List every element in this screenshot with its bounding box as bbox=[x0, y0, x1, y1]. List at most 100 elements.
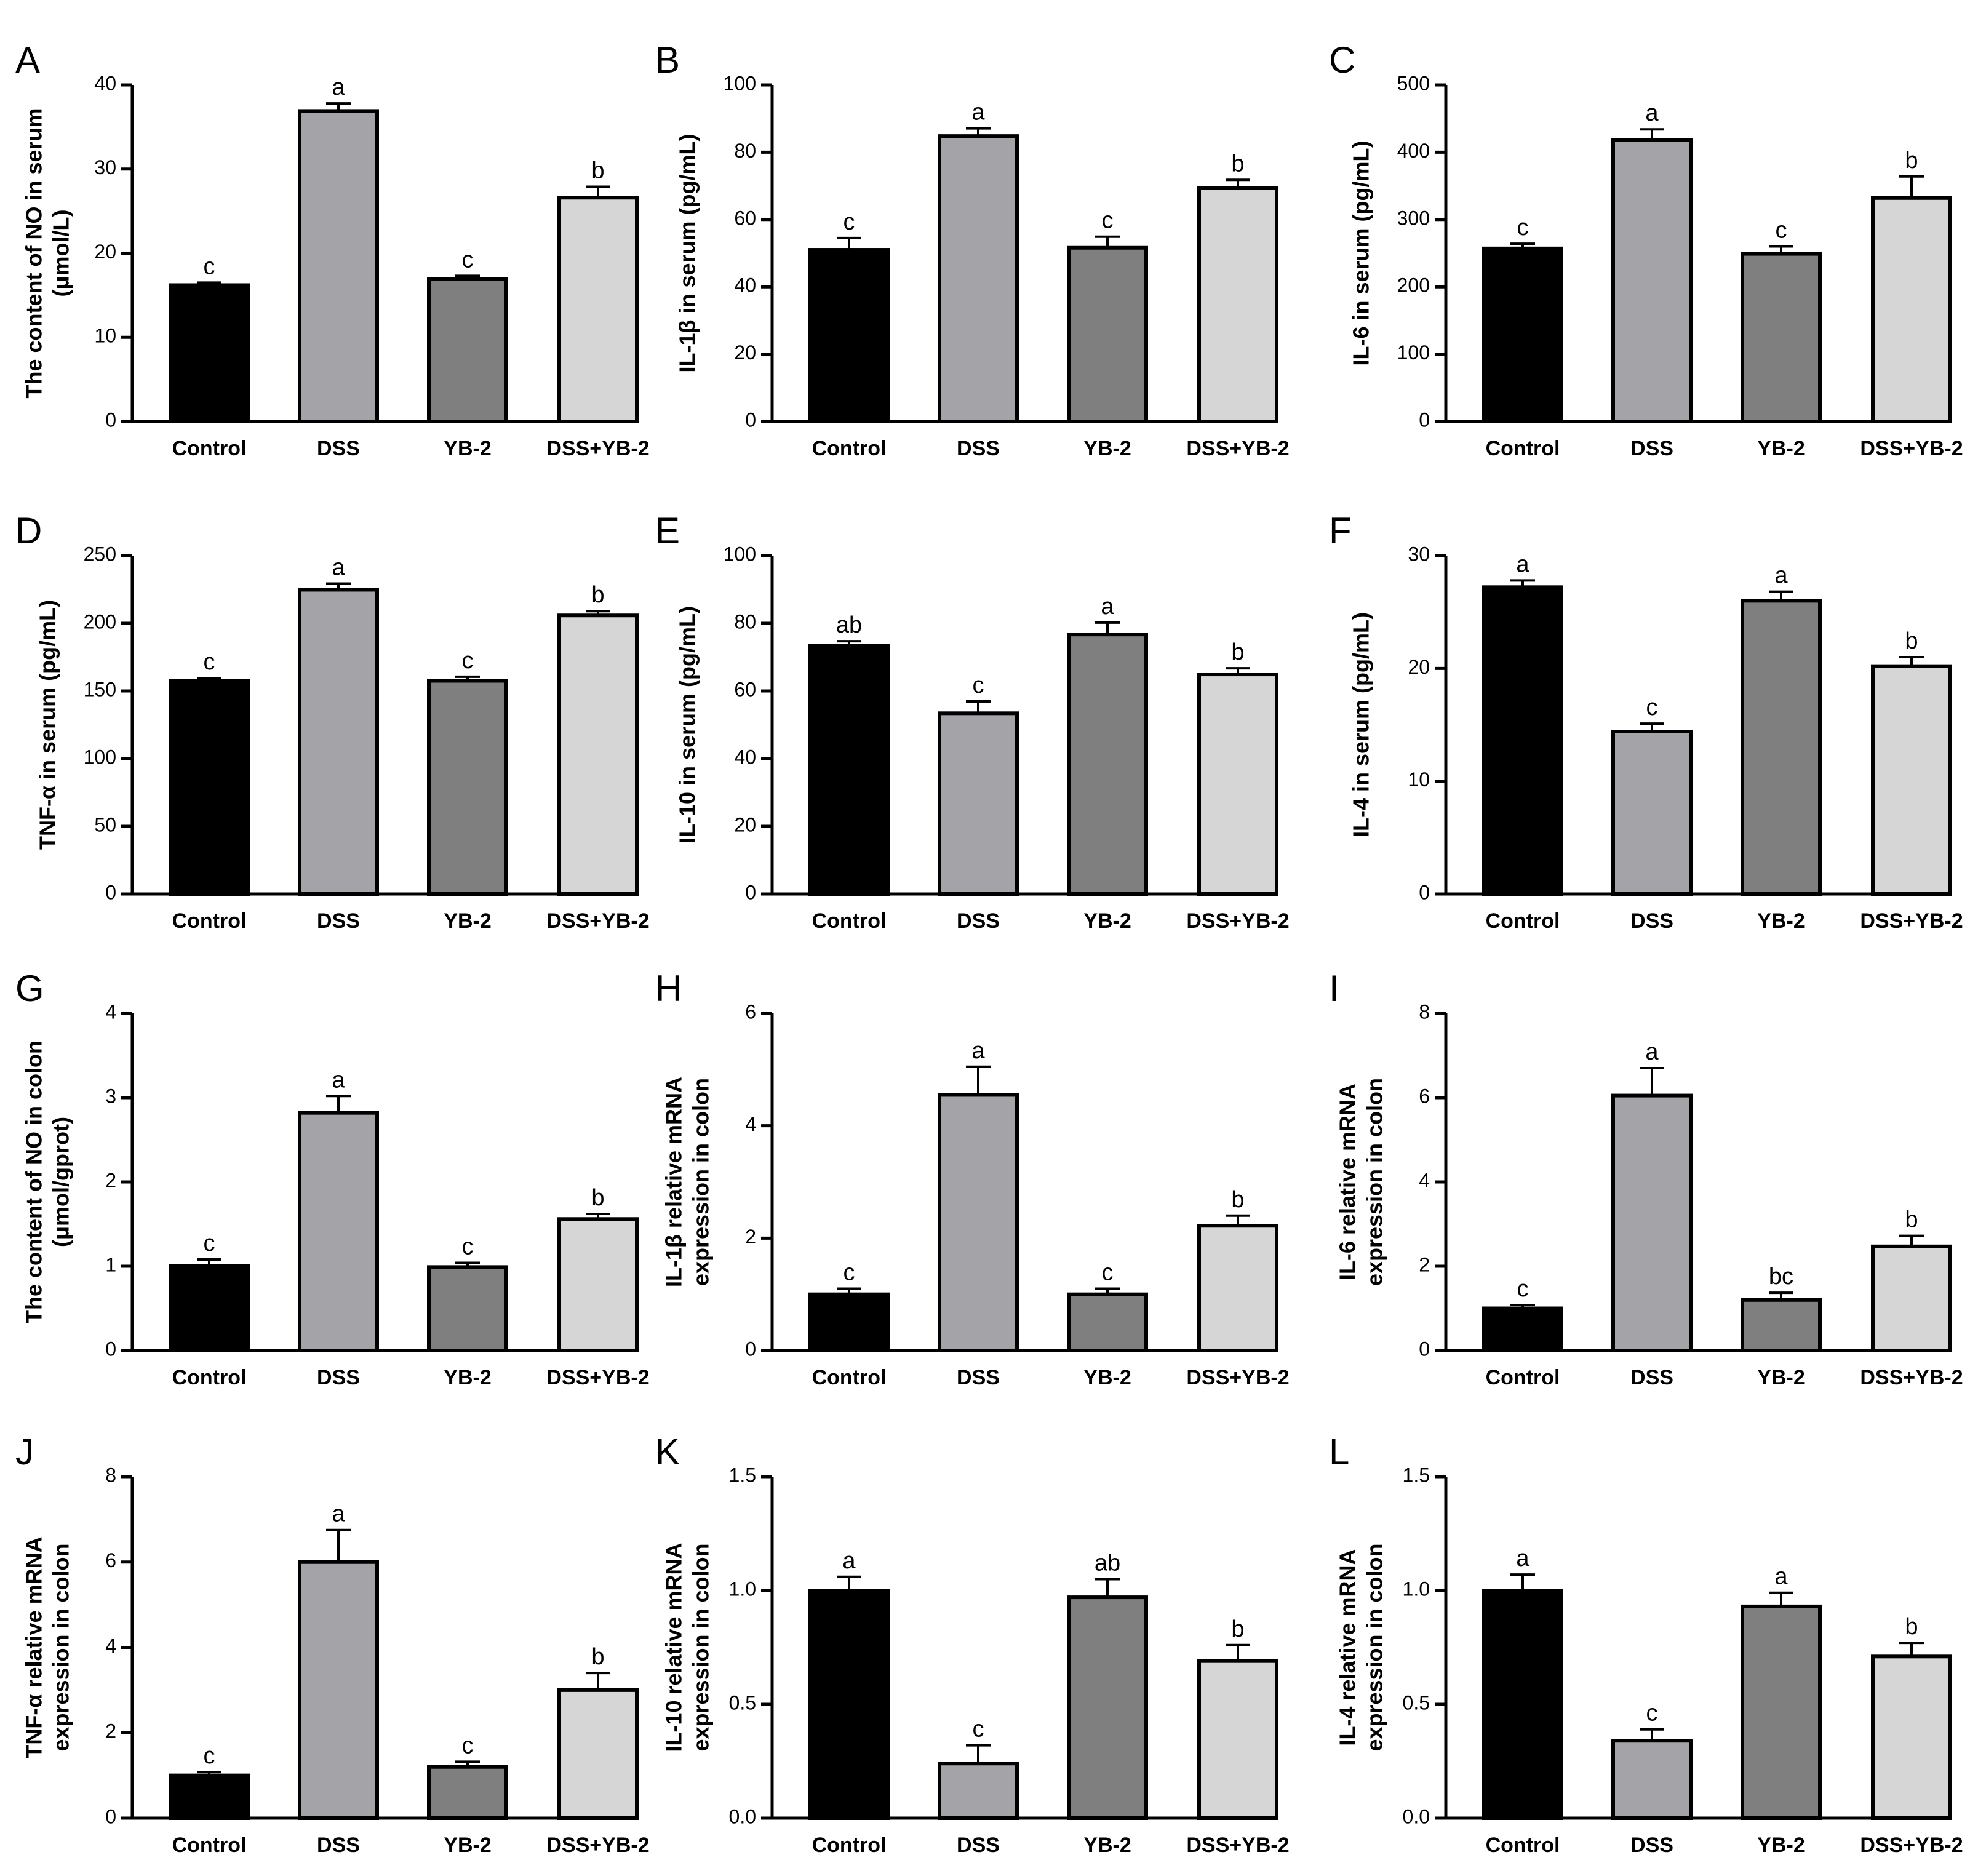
panel-k: K IL-10 relative mRNA expression in colon 0… bbox=[655, 1431, 1290, 1857]
bar-control bbox=[1482, 246, 1563, 423]
y-axis-label: (μmol/gprot) bbox=[49, 1117, 74, 1247]
x-tick-label: YB-2 bbox=[1083, 1834, 1131, 1857]
x-tick-label: DSS bbox=[317, 1834, 360, 1857]
panel-letter: K bbox=[655, 1431, 680, 1472]
significance-label: c bbox=[1776, 218, 1787, 244]
x-tick-label: Control bbox=[812, 1834, 887, 1857]
y-tick-label: 1 bbox=[105, 1253, 116, 1275]
panel-letter: E bbox=[655, 510, 680, 551]
bar-yb-2 bbox=[1741, 252, 1822, 423]
significance-label: c bbox=[204, 253, 215, 279]
y-tick-label: 80 bbox=[734, 140, 756, 162]
y-axis-label: IL-10 in serum (pg/mL) bbox=[675, 606, 700, 844]
x-tick-label: DSS+YB-2 bbox=[1860, 909, 1963, 933]
y-tick-label: 0 bbox=[105, 409, 116, 431]
x-tick-label: YB-2 bbox=[1757, 1834, 1805, 1857]
x-tick-label: DSS bbox=[957, 437, 1000, 460]
y-axis-label: expression in colon bbox=[688, 1543, 714, 1751]
y-tick-label: 20 bbox=[734, 813, 756, 836]
significance-label: a bbox=[971, 100, 985, 126]
x-tick-label: DSS+YB-2 bbox=[1186, 909, 1289, 933]
panel-letter: A bbox=[15, 39, 40, 81]
x-tick-label: DSS bbox=[957, 909, 1000, 933]
y-tick-label: 4 bbox=[1419, 1169, 1430, 1191]
significance-label: c bbox=[843, 209, 855, 235]
y-tick-label: 2 bbox=[745, 1226, 756, 1248]
y-axis-label: The content of NO in serum bbox=[22, 108, 47, 398]
bar-control bbox=[169, 679, 250, 896]
x-tick-label: DSS+YB-2 bbox=[1186, 1834, 1289, 1857]
x-tick-label: YB-2 bbox=[1757, 437, 1805, 460]
significance-label: a bbox=[842, 1548, 856, 1574]
significance-label: c bbox=[462, 648, 474, 674]
x-tick-label: YB-2 bbox=[444, 1366, 491, 1389]
y-tick-label: 2 bbox=[105, 1169, 116, 1191]
bar-yb-2 bbox=[1067, 1595, 1148, 1821]
significance-label: c bbox=[1517, 1276, 1529, 1302]
significance-label: c bbox=[973, 673, 984, 698]
bar-dss bbox=[298, 109, 379, 424]
bar-dss-yb-2 bbox=[1871, 196, 1952, 423]
y-tick-label: 0.5 bbox=[1403, 1691, 1430, 1714]
significance-label: b bbox=[591, 1185, 604, 1211]
y-tick-label: 20 bbox=[734, 341, 756, 364]
y-tick-label: 300 bbox=[1397, 207, 1430, 229]
significance-label: c bbox=[462, 1733, 474, 1758]
y-axis-label: expression in colon bbox=[1362, 1543, 1387, 1751]
significance-label: a bbox=[332, 555, 345, 581]
significance-label: a bbox=[332, 1501, 345, 1527]
bar-control bbox=[808, 1589, 890, 1820]
y-tick-label: 100 bbox=[84, 746, 116, 768]
x-tick-label: Control bbox=[1486, 1366, 1560, 1389]
significance-label: a bbox=[332, 1067, 345, 1093]
y-axis-label: IL-1β relative mRNA bbox=[661, 1077, 687, 1287]
y-tick-label: 0 bbox=[1419, 881, 1430, 903]
y-tick-label: 6 bbox=[745, 1000, 756, 1023]
x-tick-label: Control bbox=[172, 909, 247, 933]
x-tick-label: Control bbox=[812, 437, 887, 460]
x-tick-label: DSS+YB-2 bbox=[1860, 1834, 1963, 1857]
significance-label: b bbox=[1231, 1187, 1244, 1213]
y-tick-label: 8 bbox=[1419, 1000, 1430, 1023]
bar-dss bbox=[1611, 1093, 1693, 1352]
x-tick-label: DSS+YB-2 bbox=[1186, 437, 1289, 460]
y-tick-label: 3 bbox=[105, 1085, 116, 1107]
y-tick-label: 20 bbox=[94, 241, 116, 263]
bar-dss-yb-2 bbox=[557, 613, 639, 896]
y-tick-label: 6 bbox=[105, 1549, 116, 1571]
bar-dss bbox=[1611, 138, 1693, 423]
y-tick-label: 10 bbox=[94, 325, 116, 347]
y-axis-label: IL-10 relative mRNA bbox=[661, 1543, 687, 1752]
y-axis-label: IL-1β in serum (pg/mL) bbox=[675, 134, 700, 373]
y-tick-label: 200 bbox=[84, 610, 116, 633]
y-tick-label: 6 bbox=[1419, 1085, 1430, 1107]
x-tick-label: Control bbox=[172, 1834, 247, 1857]
y-tick-label: 60 bbox=[734, 678, 756, 700]
y-tick-label: 0.0 bbox=[1403, 1805, 1430, 1827]
bar-dss-yb-2 bbox=[1197, 673, 1278, 896]
significance-label: b bbox=[1905, 628, 1918, 654]
bar-dss bbox=[938, 1093, 1019, 1353]
panel-letter: L bbox=[1329, 1431, 1349, 1472]
y-axis-label: expression in colon bbox=[688, 1078, 714, 1286]
bar-yb-2 bbox=[427, 277, 508, 423]
significance-label: a bbox=[1101, 594, 1114, 620]
bar-control bbox=[808, 1292, 890, 1353]
x-tick-label: DSS+YB-2 bbox=[1186, 1366, 1289, 1389]
significance-label: b bbox=[1231, 1616, 1244, 1642]
y-tick-label: 8 bbox=[105, 1464, 116, 1486]
bar-dss-yb-2 bbox=[557, 196, 639, 423]
panel-letter: F bbox=[1329, 510, 1352, 551]
bar-control bbox=[1482, 1306, 1563, 1352]
x-tick-label: YB-2 bbox=[1083, 1366, 1131, 1389]
bar-dss bbox=[298, 1111, 379, 1353]
panel-letter: D bbox=[15, 510, 42, 551]
bar-dss-yb-2 bbox=[557, 1688, 639, 1820]
x-tick-label: DSS+YB-2 bbox=[546, 1834, 649, 1857]
significance-label: a bbox=[971, 1038, 985, 1064]
x-tick-label: DSS bbox=[1630, 1366, 1673, 1389]
significance-label: b bbox=[591, 582, 604, 608]
bar-yb-2 bbox=[1741, 1298, 1822, 1353]
significance-label: c bbox=[462, 247, 474, 273]
